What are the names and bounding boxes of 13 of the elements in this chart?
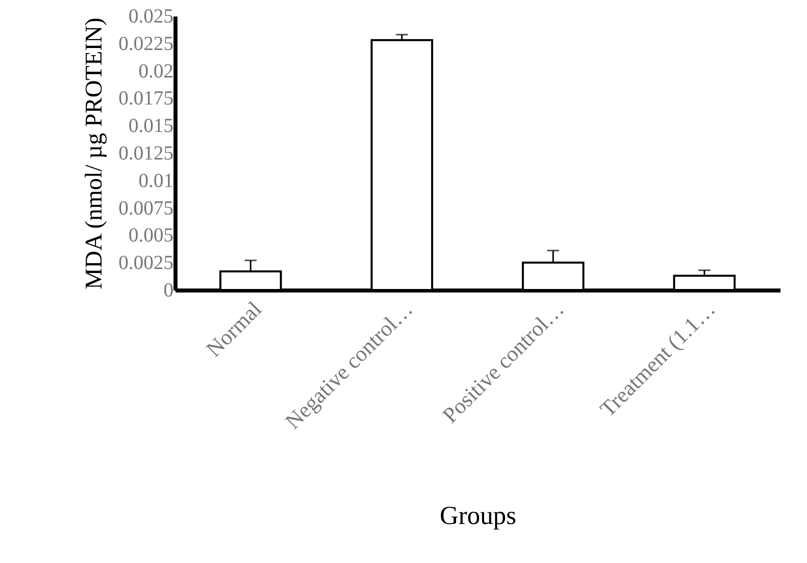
y-tick-label: 0.0025 bbox=[118, 252, 174, 274]
y-axis-title: MDA (nmol/ µg PROTEIN) bbox=[82, 18, 108, 290]
y-tick-label: 0.025 bbox=[128, 6, 174, 28]
y-tick-label: 0 bbox=[164, 280, 174, 302]
y-tick-label: 0.0125 bbox=[118, 142, 174, 164]
y-tick-label: 0.015 bbox=[128, 115, 174, 138]
x-axis-title: Groups bbox=[440, 501, 516, 530]
y-tick-label: 0.0075 bbox=[118, 197, 174, 220]
y-tick-label: 0.02 bbox=[138, 60, 174, 82]
y-tick-label: 0.0175 bbox=[118, 88, 174, 110]
y-tick-label: 0.0225 bbox=[118, 32, 174, 55]
y-tick-label: 0.005 bbox=[128, 224, 174, 247]
y-tick-label: 0.01 bbox=[138, 170, 174, 192]
